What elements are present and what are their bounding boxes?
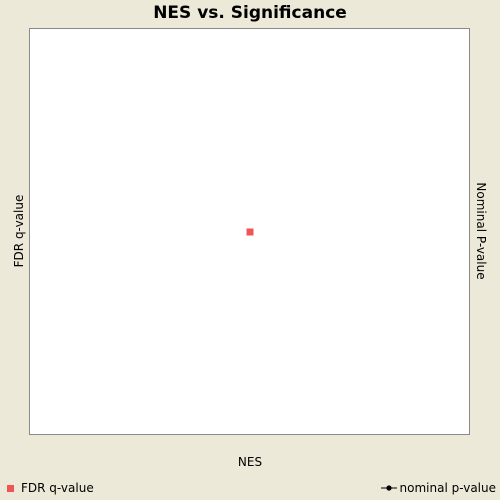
legend-item-pvalue: nominal p-value xyxy=(380,481,496,495)
plot-svg xyxy=(246,228,254,236)
x-axis-label: NES xyxy=(237,455,263,469)
legend-label-pvalue: nominal p-value xyxy=(399,481,496,495)
data-point-series-0-0 xyxy=(246,228,254,236)
legend-item-fdr: FDR q-value xyxy=(7,481,94,495)
square-marker-icon xyxy=(7,484,14,492)
chart-title: NES vs. Significance xyxy=(153,3,347,23)
line-circle-marker-icon xyxy=(380,485,397,491)
y-axis-label-right: Nominal P-value xyxy=(474,182,488,280)
y-axis-label-left: FDR q-value xyxy=(12,194,26,268)
legend-label-fdr: FDR q-value xyxy=(21,481,94,495)
